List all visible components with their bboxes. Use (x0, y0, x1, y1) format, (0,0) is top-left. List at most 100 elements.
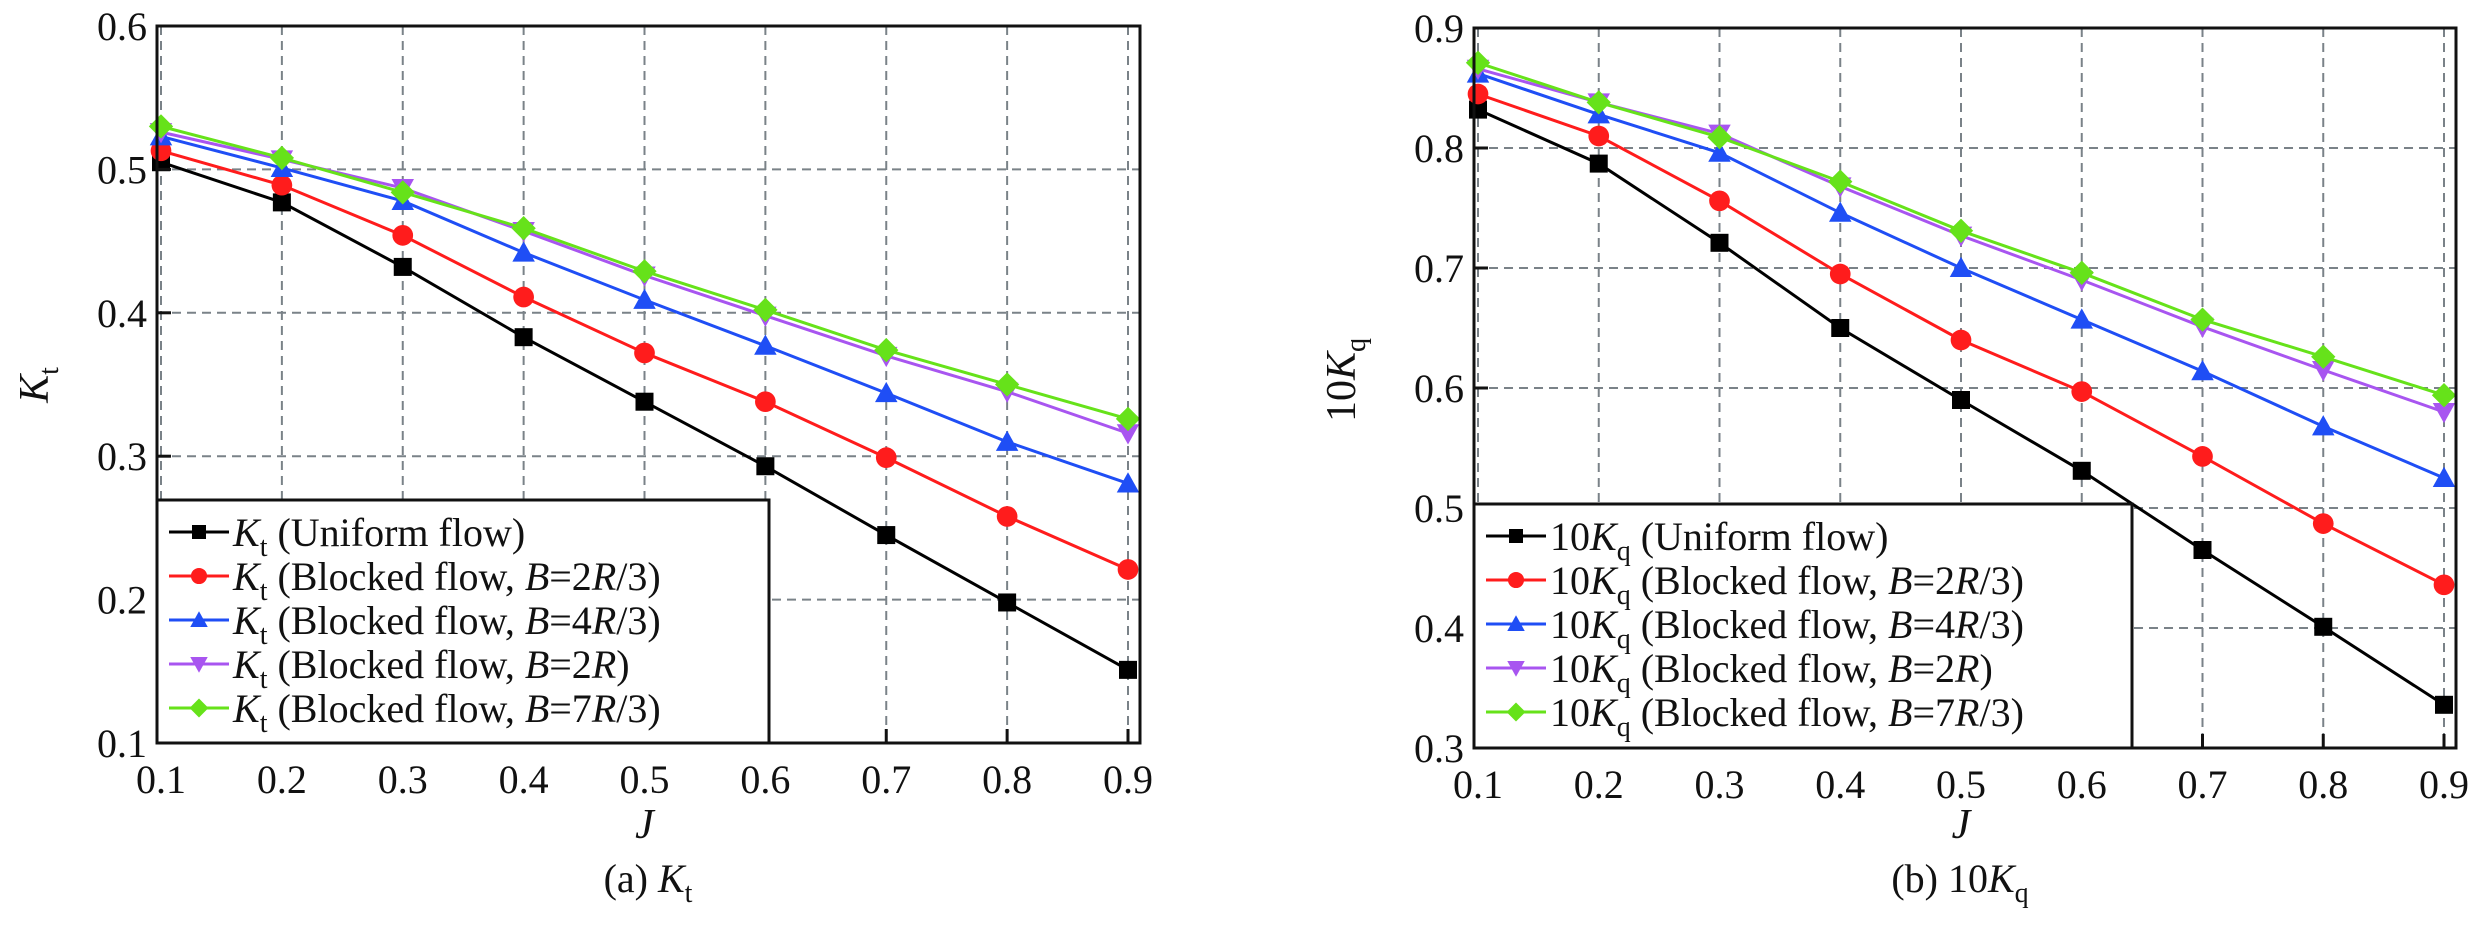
data-point (272, 193, 291, 212)
y-label-symbol: K (1319, 350, 1365, 381)
data-point (994, 372, 1020, 397)
data-point (2312, 513, 2334, 534)
data-point (2191, 359, 2214, 381)
data-point (1949, 256, 1973, 277)
y-tick-label: 0.1 (97, 721, 147, 766)
legend-b: B (525, 686, 549, 731)
legend: Kt (Uniform flow)Kt (Blocked flow, B=2R/… (155, 498, 771, 745)
data-point (754, 334, 777, 355)
x-tick-label: 0.7 (861, 757, 911, 802)
data-point (1948, 218, 1974, 243)
legend-label: 10Kq (Blocked flow, B=2R/3) (1550, 558, 2024, 611)
legend-eq: =4 (549, 598, 592, 643)
legend-label: Kt (Blocked flow, B=7R/3) (232, 686, 661, 739)
legend-item: Kt (Blocked flow, B=7R/3) (169, 686, 661, 739)
caption-prefix: (a) (604, 856, 658, 901)
legend-item: 10Kq (Blocked flow, B=4R/3) (1486, 602, 2024, 655)
data-point (1586, 90, 1611, 115)
data-point (2314, 617, 2333, 636)
caption-prefix: (b) 10 (1891, 856, 1988, 901)
legend-box (1472, 502, 2134, 750)
data-point (513, 286, 534, 308)
data-point (1708, 141, 1731, 162)
data-point (2432, 403, 2456, 424)
legend-symbol: K (1589, 646, 1619, 691)
legend-symbol: K (1589, 602, 1619, 647)
legend: 10Kq (Uniform flow)10Kq (Blocked flow, B… (1472, 502, 2134, 750)
data-point (1707, 125, 1732, 150)
legend-eq: =7 (549, 686, 592, 731)
data-point (1119, 660, 1137, 679)
caption-symbol: K (1987, 856, 2017, 901)
x-tick-label: 0.7 (2178, 762, 2228, 807)
x-axis-label: J (635, 802, 656, 848)
chart-10kq: 0.3 0.4 0.5 0.6 0.7 0.8 0.9 0.1 0.2 0.3 0.4 0.5 0.6 0… (1319, 6, 2469, 909)
legend-marker-icon (190, 611, 208, 627)
data-point (390, 180, 415, 205)
legend-desc: (Blocked flow, (267, 554, 524, 599)
data-point (1467, 83, 1489, 105)
legend-label: Kt (Blocked flow, B=2R/3) (232, 554, 661, 607)
data-point (874, 337, 899, 363)
x-tick-label: 0.4 (1815, 762, 1865, 807)
x-tick-label: 0.3 (378, 757, 428, 802)
legend-symbol: K (232, 598, 262, 643)
legend-subscript: t (260, 620, 268, 651)
legend-desc: (Uniform flow) (1631, 514, 1889, 559)
legend-marker-icon (1509, 529, 1523, 543)
data-point (633, 288, 656, 309)
y-tick-label: 0.6 (1414, 366, 1464, 411)
data-point (2312, 415, 2335, 436)
legend-subscript: q (1617, 536, 1631, 567)
legend-prefix: 10 (1550, 602, 1590, 647)
x-tick-label: 0.3 (1695, 762, 1745, 807)
data-point (2069, 260, 2094, 285)
legend-desc: (Blocked flow, (267, 642, 524, 687)
legend-r: R (591, 598, 616, 643)
legend-tail: ) (616, 642, 629, 687)
data-point (1950, 329, 1972, 351)
data-point (511, 216, 536, 241)
legend-tail: /3) (1979, 602, 2023, 647)
y-tick-label: 0.9 (1414, 6, 1464, 51)
y-axis-label: Kt (12, 367, 65, 404)
legend-eq: =7 (1912, 690, 1955, 735)
x-tick-label: 0.6 (2057, 762, 2107, 807)
data-point (1828, 169, 1853, 194)
series-square (152, 153, 1137, 679)
legend-marker-icon (190, 657, 208, 673)
legend-tail: /3) (616, 598, 660, 643)
legend-symbol: K (232, 554, 262, 599)
series-group (1465, 50, 2457, 714)
legend-item: Kt (Blocked flow, B=2R/3) (169, 554, 661, 607)
legend-label: Kt (Uniform flow) (232, 510, 525, 563)
legend-subscript: q (1617, 580, 1631, 611)
y-tick-label: 0.3 (1414, 726, 1464, 771)
x-tick-label: 0.1 (1453, 762, 1503, 807)
legend-b: B (1888, 690, 1912, 735)
legend-tail: ) (1979, 646, 1992, 691)
x-axis-label: J (1952, 802, 1973, 848)
data-point (875, 447, 897, 468)
data-point (2432, 466, 2456, 487)
legend-b: B (1888, 602, 1912, 647)
legend-prefix: 10 (1550, 558, 1590, 603)
data-point (634, 342, 655, 364)
caption-subscript: t (685, 878, 693, 909)
legend-b: B (525, 642, 549, 687)
legend-marker-icon (1507, 571, 1525, 589)
legend-desc: (Blocked flow, (267, 686, 524, 731)
data-point (756, 457, 775, 476)
legend-r: R (1954, 690, 1979, 735)
data-point (1709, 190, 1730, 212)
legend-r: R (1954, 602, 1979, 647)
legend-desc: (Blocked flow, (1631, 602, 1888, 647)
x-tick-label: 0.5 (1936, 762, 1986, 807)
data-point (2312, 361, 2335, 382)
legend-desc: (Blocked flow, (267, 598, 524, 643)
legend-prefix: 10 (1550, 514, 1590, 559)
data-point (2431, 383, 2457, 408)
data-point (635, 392, 654, 411)
legend-subscript: q (1617, 712, 1631, 743)
legend-desc: (Blocked flow, (1631, 690, 1888, 735)
